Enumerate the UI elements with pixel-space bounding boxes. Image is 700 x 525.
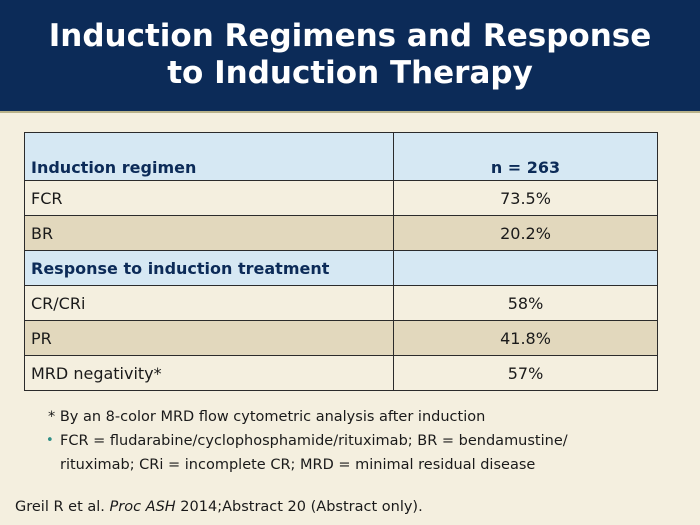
section-value — [393, 250, 658, 286]
citation-detail: 2014;Abstract 20 (Abstract only). — [180, 499, 423, 515]
row-value: 20.2% — [393, 215, 658, 251]
bullet-icon: • — [46, 433, 54, 448]
header-value-cell: n = 263 — [393, 132, 658, 181]
abbreviation-line1: FCR = fludarabine/cyclophosphamide/ritux… — [60, 433, 568, 449]
row-value: 58% — [393, 285, 658, 321]
table-row: MRD negativity* 57% — [24, 355, 658, 391]
row-label: CR/CRi — [24, 285, 394, 321]
slide-title-line2: to Induction Therapy — [167, 55, 533, 91]
row-value: 41.8% — [393, 320, 658, 356]
footnotes: * By an 8-color MRD flow cytometric anal… — [46, 405, 656, 477]
table-row: CR/CRi 58% — [24, 285, 658, 321]
row-label: MRD negativity* — [24, 355, 394, 391]
row-label: BR — [24, 215, 394, 251]
results-table: Induction regimen n = 263 FCR 73.5% BR 2… — [24, 132, 658, 391]
row-value: 73.5% — [393, 180, 658, 216]
section-header-row: Response to induction treatment — [24, 250, 658, 286]
table-row: PR 41.8% — [24, 320, 658, 356]
table-row: BR 20.2% — [24, 215, 658, 251]
row-value: 57% — [393, 355, 658, 391]
table-row: FCR 73.5% — [24, 180, 658, 216]
title-banner — [0, 0, 700, 111]
section-label: Response to induction treatment — [24, 250, 394, 286]
header-label-cell: Induction regimen — [24, 132, 394, 181]
citation-authors: Greil R et al. — [15, 499, 105, 515]
title-divider — [0, 111, 700, 113]
citation: Greil R et al. Proc ASH 2014;Abstract 20… — [15, 499, 423, 515]
slide-title: Induction Regimens and Response to Induc… — [0, 18, 700, 92]
abbreviation-note: • FCR = fludarabine/cyclophosphamide/rit… — [46, 429, 656, 477]
citation-journal: Proc ASH — [109, 499, 176, 515]
footnote-asterisk: * By an 8-color MRD flow cytometric anal… — [48, 409, 486, 425]
abbreviation-line2: rituximab; CRi = incomplete CR; MRD = mi… — [60, 457, 536, 473]
row-label: FCR — [24, 180, 394, 216]
table-header-row: Induction regimen n = 263 — [24, 132, 658, 181]
slide-title-line1: Induction Regimens and Response — [48, 18, 652, 54]
row-label: PR — [24, 320, 394, 356]
